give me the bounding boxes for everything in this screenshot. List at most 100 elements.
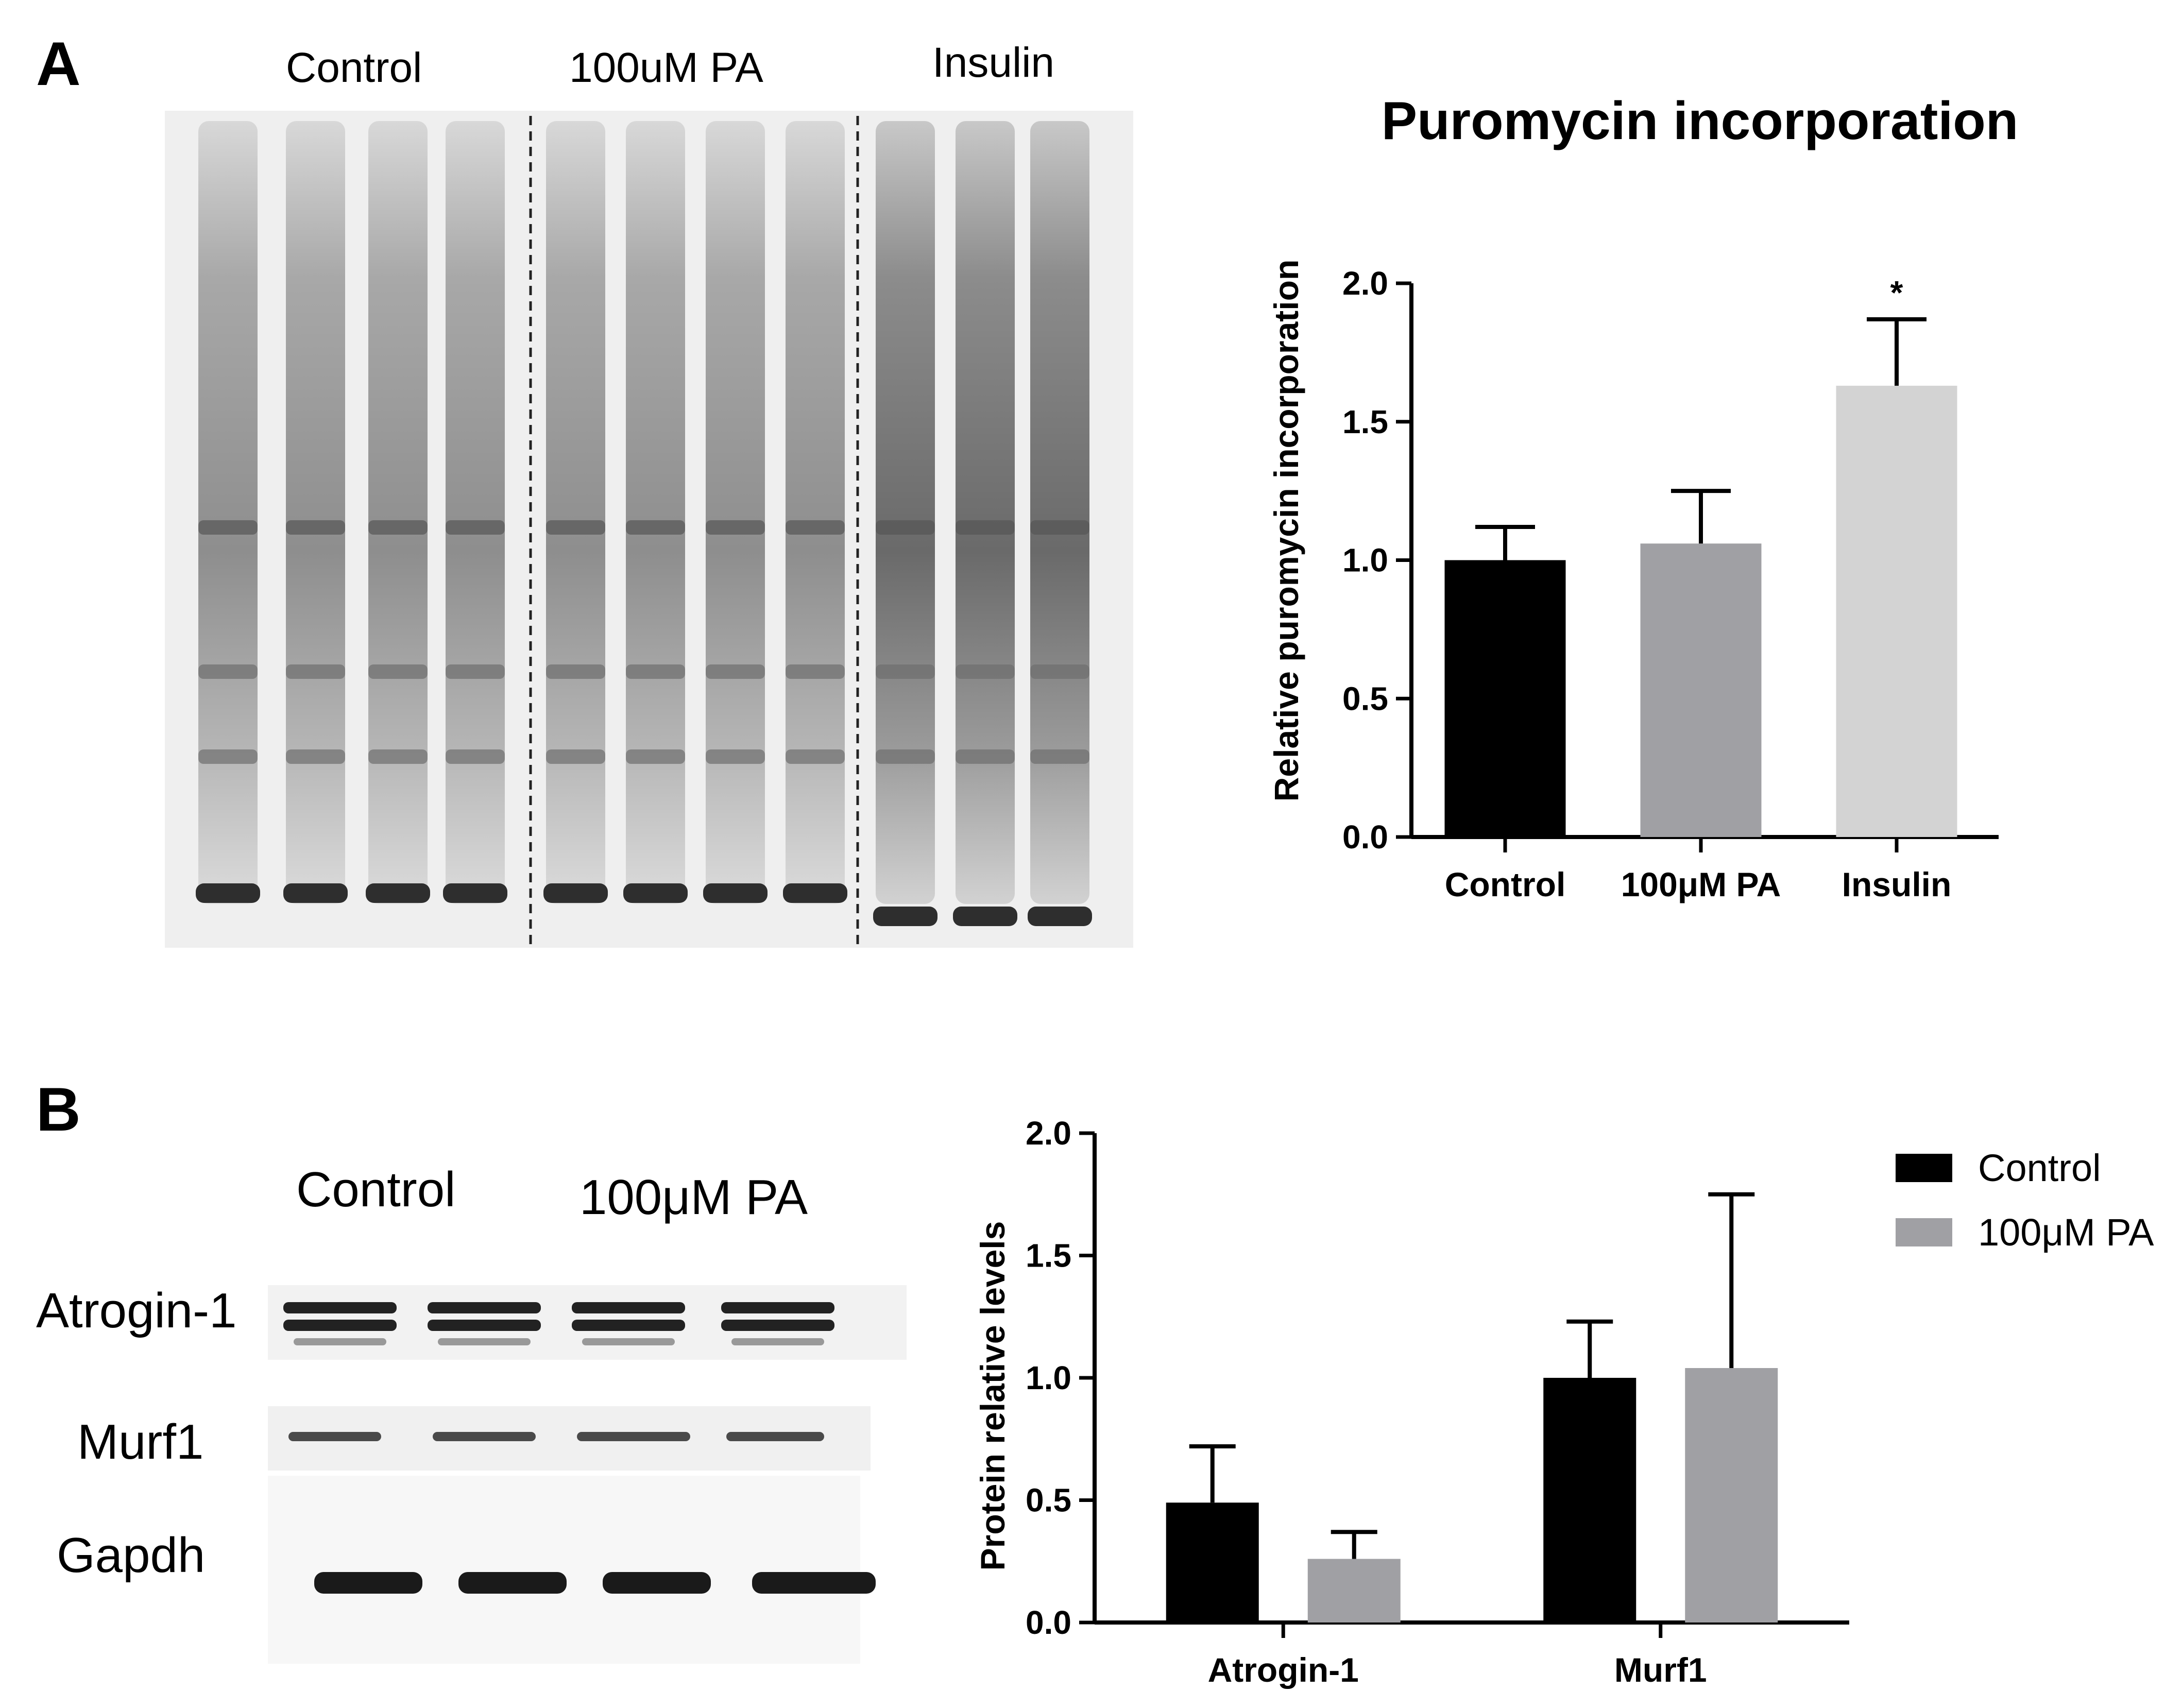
blot-a-lane (446, 121, 505, 904)
blot-a-band (626, 749, 685, 764)
blot-a-band (546, 520, 605, 535)
blot-a-band (706, 664, 765, 679)
chart-b-category-label: Atrogin-1 (1208, 1651, 1359, 1689)
blot-b-band-atrogin (283, 1320, 397, 1331)
chart-protein-levels: Protein relative levels 0.0 0.5 1.0 1.5 2.0 A… (974, 1115, 2154, 1689)
blot-a-lane (198, 121, 258, 904)
blot-b-band-murf1 (433, 1432, 536, 1441)
chart-a-category-label: Insulin (1842, 865, 1952, 903)
blot-b-row-gapdh: Gapdh (57, 1528, 206, 1583)
chart-a-bar (1444, 560, 1566, 837)
chart-a-category-label: Control (1445, 865, 1566, 903)
blot-a-band (1030, 520, 1089, 535)
blot-a-band (446, 749, 505, 764)
blot-a-band (876, 749, 935, 764)
blot-b-band-murf1 (288, 1432, 381, 1441)
blot-a-band (366, 883, 430, 903)
blot-a-band (546, 749, 605, 764)
blot-a-band (196, 883, 260, 903)
blot-a-lane-insulin: Insulin (932, 39, 1055, 86)
blot-a-band (446, 520, 505, 535)
blot-a-band (876, 664, 935, 679)
blot-a-lane (876, 121, 935, 904)
blot-a-band (286, 664, 345, 679)
chart-a-ylabel: Relative puromycin incorporation (1267, 260, 1305, 802)
blot-b-band-gapdh (603, 1572, 711, 1594)
blot-b-band-atrogin (294, 1338, 386, 1345)
blot-a-band (956, 520, 1015, 535)
blot-a-band (286, 749, 345, 764)
blot-a-band (368, 664, 428, 679)
legend-label-control: Control (1978, 1147, 2101, 1189)
blot-a-band (786, 749, 845, 764)
blot-a-band (198, 749, 258, 764)
blot-b-band-gapdh (752, 1572, 876, 1594)
blot-a-band (786, 664, 845, 679)
chart-a-bar (1836, 385, 1957, 837)
blot-a-band (626, 520, 685, 535)
blot-a-band (1030, 749, 1089, 764)
chart-b-y-tick-label: 2.0 (1026, 1115, 1071, 1152)
blot-b-band-atrogin (572, 1302, 685, 1313)
blot-b-lane-control: Control (296, 1162, 456, 1217)
blot-b-band-gapdh (458, 1572, 567, 1594)
blot-a-band (703, 883, 768, 903)
chart-b-legend: Control 100μM PA (1896, 1147, 2154, 1254)
blot-a-band (198, 520, 258, 535)
blot-a-band (626, 664, 685, 679)
blot-b-band-atrogin (572, 1320, 685, 1331)
blot-b-band-atrogin (428, 1320, 541, 1331)
blot-b-image (268, 1285, 907, 1664)
blot-a-lane (956, 121, 1015, 904)
blot-b-row-atrogin: Atrogin-1 (36, 1283, 237, 1338)
blot-b-band-atrogin (731, 1338, 824, 1345)
blot-a-lane (786, 121, 845, 904)
chart-a-title: Puromycin incorporation (1382, 91, 2019, 151)
blot-a-band (953, 907, 1017, 926)
blot-a-lane (286, 121, 345, 904)
legend-swatch-pa (1896, 1218, 1952, 1246)
blot-a-band (1030, 664, 1089, 679)
blot-a-band (283, 883, 348, 903)
blot-a-band (706, 520, 765, 535)
blot-a-band (446, 664, 505, 679)
blot-b-band-murf1 (726, 1432, 824, 1441)
blot-a-band (543, 883, 608, 903)
chart-b-bar (1307, 1559, 1401, 1622)
blot-a-band (956, 749, 1015, 764)
blot-a-band (443, 883, 507, 903)
chart-b-ylabel: Protein relative levels (974, 1221, 1012, 1571)
blot-b-row-murf1: Murf1 (77, 1414, 204, 1470)
chart-a-y-tick-label: 0.5 (1342, 680, 1388, 717)
blot-a-lane (1030, 121, 1089, 904)
blot-a-band (368, 749, 428, 764)
blot-a-lane (706, 121, 765, 904)
blot-a-band (876, 520, 935, 535)
blot-b-band-atrogin (428, 1302, 541, 1313)
blot-a-lane (368, 121, 428, 904)
blot-a-band (623, 883, 688, 903)
chart-b-bar (1543, 1378, 1636, 1622)
legend-swatch-control (1896, 1154, 1952, 1182)
blot-a-band (546, 664, 605, 679)
blot-b-band-atrogin (283, 1302, 397, 1313)
blot-a-band (1028, 907, 1092, 926)
blot-b-band-gapdh (314, 1572, 422, 1594)
blot-a-band (783, 883, 847, 903)
chart-b-y-tick-label: 1.0 (1026, 1359, 1071, 1396)
chart-b-y-tick-label: 1.5 (1026, 1237, 1071, 1274)
blot-b-band-murf1 (577, 1432, 690, 1441)
chart-puromycin: Puromycin incorporation Relative puromyc… (1267, 91, 2019, 903)
blot-a-band (956, 664, 1015, 679)
blot-a-band (873, 907, 937, 926)
chart-b-y-tick-label: 0.0 (1026, 1604, 1071, 1641)
blot-a-lane (626, 121, 685, 904)
blot-b-band-atrogin (438, 1338, 531, 1345)
blot-a-band (286, 520, 345, 535)
panel-a-letter: A (36, 29, 81, 98)
blot-a-lane (546, 121, 605, 904)
panel-b-letter: B (36, 1075, 81, 1144)
blot-a-band (198, 664, 258, 679)
chart-b-category-label: Murf1 (1614, 1651, 1707, 1689)
blot-b-lane-pa: 100μM PA (579, 1170, 808, 1225)
